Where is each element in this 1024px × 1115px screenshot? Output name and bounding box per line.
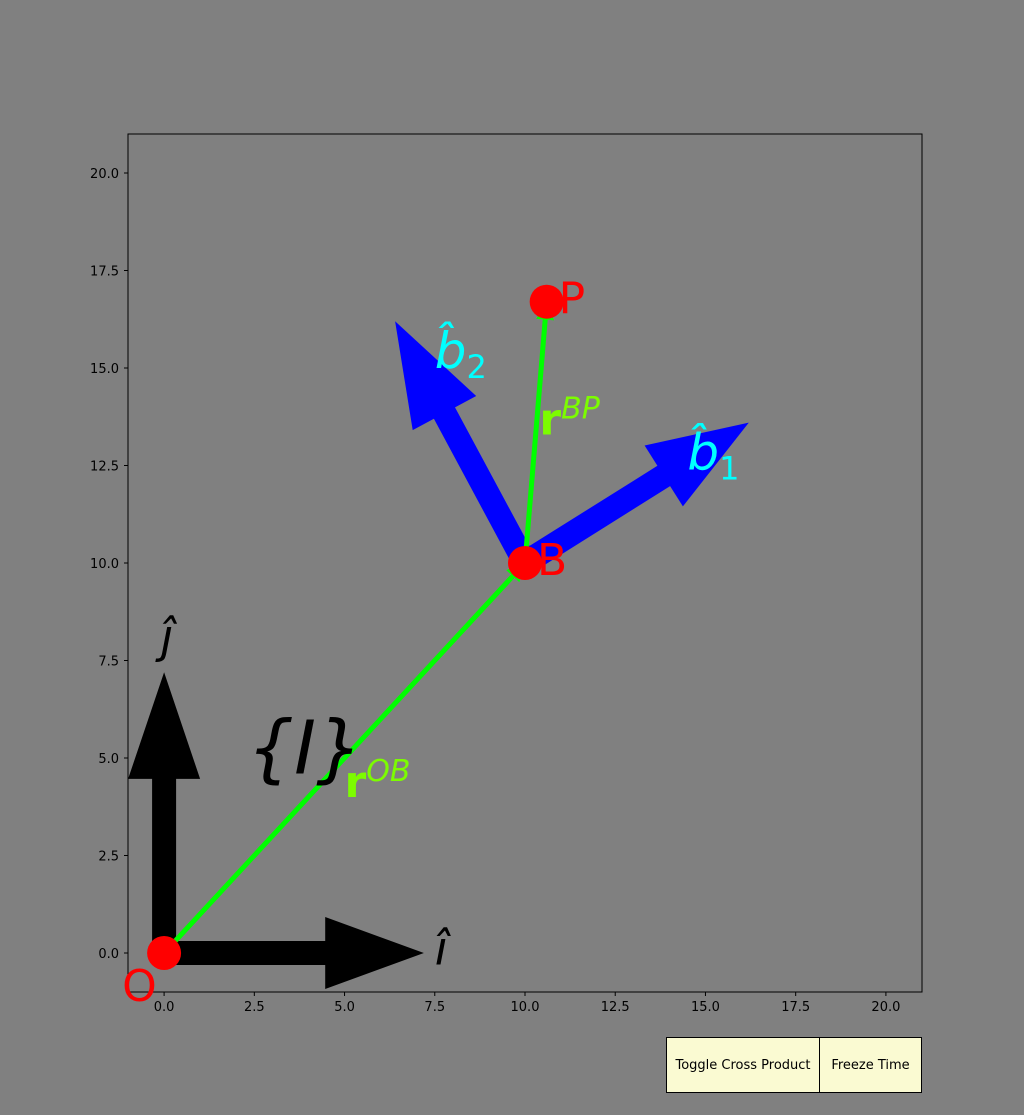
b1-hat-label: b̂1 [687,422,739,487]
y-tick-label: 15.0 [90,362,119,377]
point-o [147,936,182,970]
i-hat-arrow [164,917,424,989]
point-label-o: O [122,961,157,1012]
j-hat-label: ĵ [154,610,177,664]
point-label-b: B [537,535,567,586]
x-tick-label: 7.5 [424,1000,445,1015]
point-b [508,546,542,580]
y-tick-label: 2.5 [98,850,119,865]
i-hat-label: î [435,922,452,976]
y-tick-label: 0.0 [98,947,119,962]
y-tick-label: 12.5 [90,460,119,475]
y-tick-label: 5.0 [98,752,119,767]
y-tick-label: 20.0 [90,167,119,182]
r-BP-label: rBP [539,391,600,445]
frame-label: {I} [247,706,363,792]
x-tick-label: 10.0 [511,1000,540,1015]
x-tick-label: 15.0 [691,1000,720,1015]
x-tick-label: 5.0 [334,1000,355,1015]
point-p [529,284,564,319]
x-tick-label: 17.5 [781,1000,810,1015]
freeze-time-button[interactable]: Freeze Time [819,1037,922,1093]
y-tick-label: 17.5 [90,265,119,280]
x-tick-label: 12.5 [601,1000,630,1015]
b1-hat-arrow [518,422,749,574]
point-label-p: P [559,274,586,325]
x-tick-label: 0.0 [154,1000,175,1015]
r-BP-arrow [522,301,555,564]
y-tick-label: 7.5 [98,655,119,670]
x-tick-label: 20.0 [871,1000,900,1015]
x-tick-label: 2.5 [244,1000,265,1015]
b2-hat-label: b̂2 [435,321,487,386]
r-OB-arrow [162,563,526,955]
r-OB-label: rOB [345,754,411,808]
b2-hat-arrow [395,321,536,569]
j-hat-arrow [128,672,201,953]
toggle-cross-product-button[interactable]: Toggle Cross Product [666,1037,820,1093]
y-tick-label: 10.0 [90,557,119,572]
